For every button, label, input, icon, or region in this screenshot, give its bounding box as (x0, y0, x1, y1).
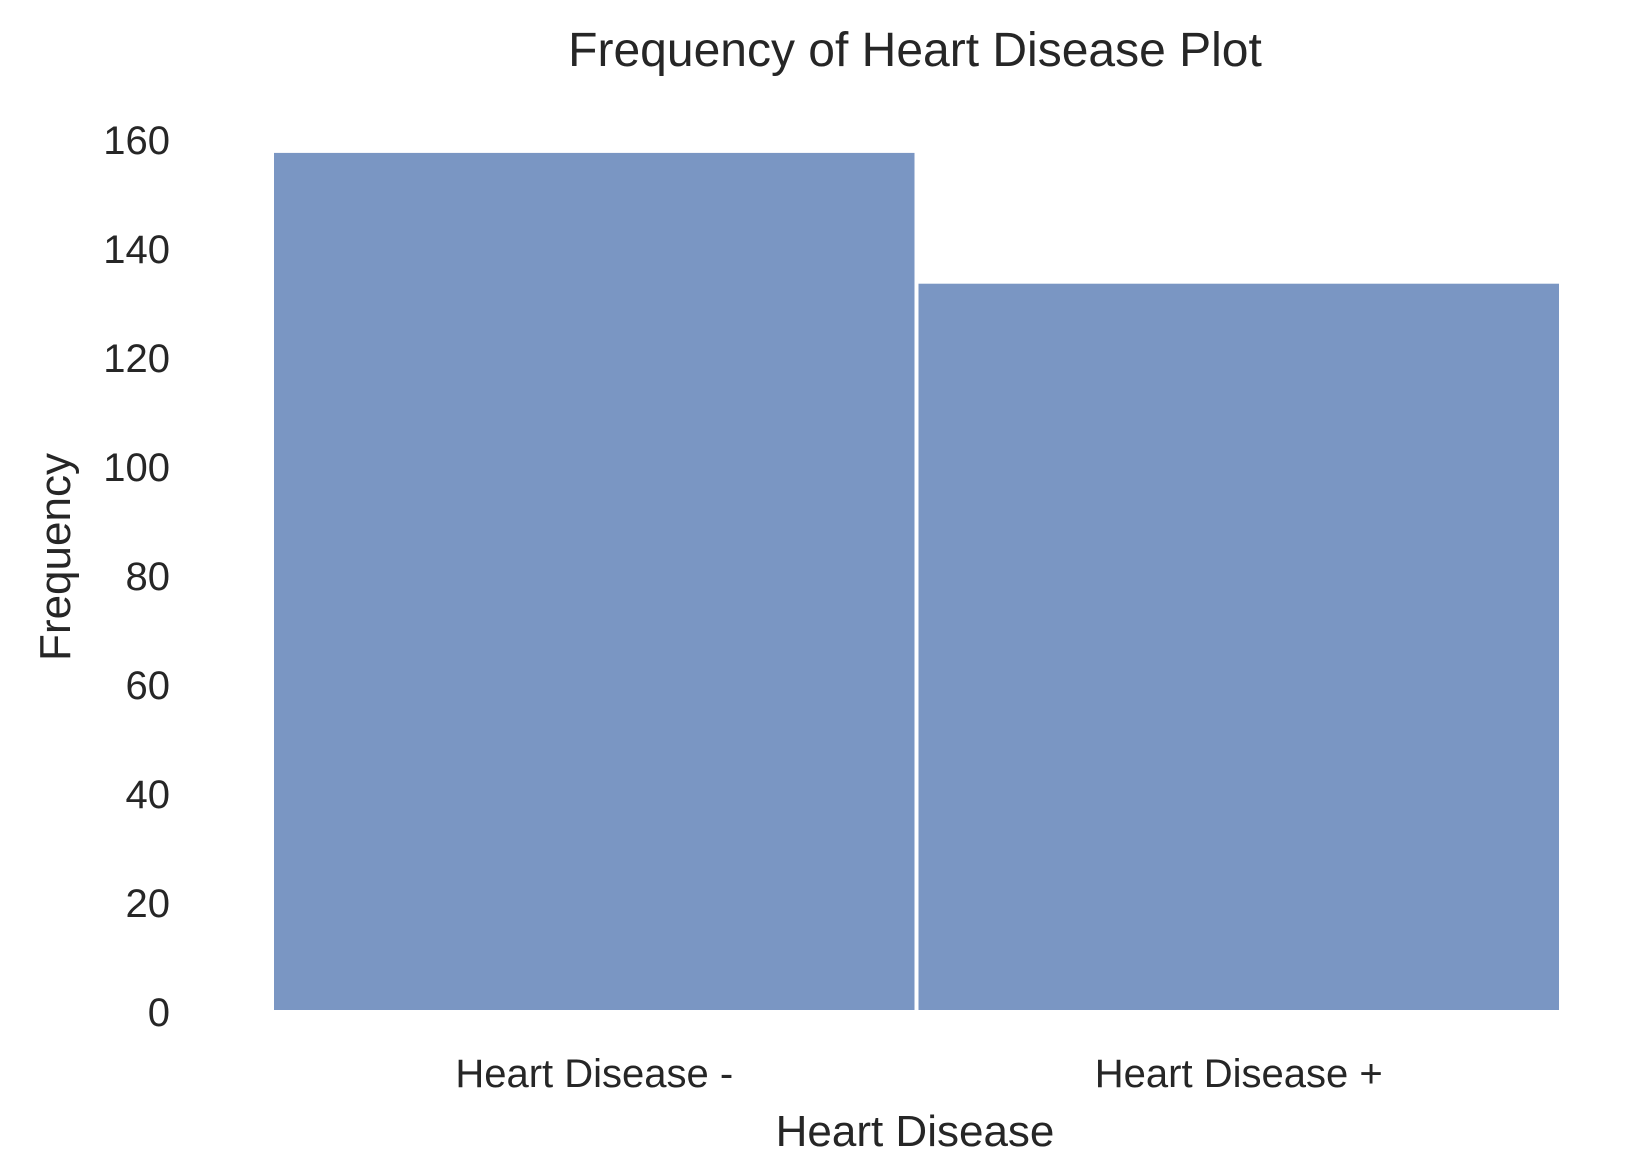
y-axis-ticks: 0 20 40 60 80 100 120 140 160 (103, 119, 170, 1035)
chart-title: Frequency of Heart Disease Plot (568, 24, 1262, 77)
y-tick-label: 40 (126, 773, 171, 817)
y-tick-label: 20 (126, 882, 171, 926)
y-tick-label: 0 (148, 991, 170, 1035)
y-tick-label: 60 (126, 664, 171, 708)
bar (914, 279, 1563, 1014)
x-tick-label: Heart Disease - (455, 1052, 733, 1096)
y-tick-label: 140 (103, 228, 170, 272)
y-tick-label: 100 (103, 446, 170, 490)
y-tick-label: 160 (103, 119, 170, 163)
bars (270, 148, 1563, 1014)
y-tick-label: 120 (103, 337, 170, 381)
bar (270, 148, 919, 1014)
x-axis-label: Heart Disease (776, 1107, 1055, 1156)
x-axis-ticks: Heart Disease - Heart Disease + (455, 1052, 1382, 1096)
x-tick-label: Heart Disease + (1095, 1052, 1383, 1096)
y-axis-label: Frequency (31, 453, 80, 661)
y-tick-label: 80 (126, 555, 171, 599)
